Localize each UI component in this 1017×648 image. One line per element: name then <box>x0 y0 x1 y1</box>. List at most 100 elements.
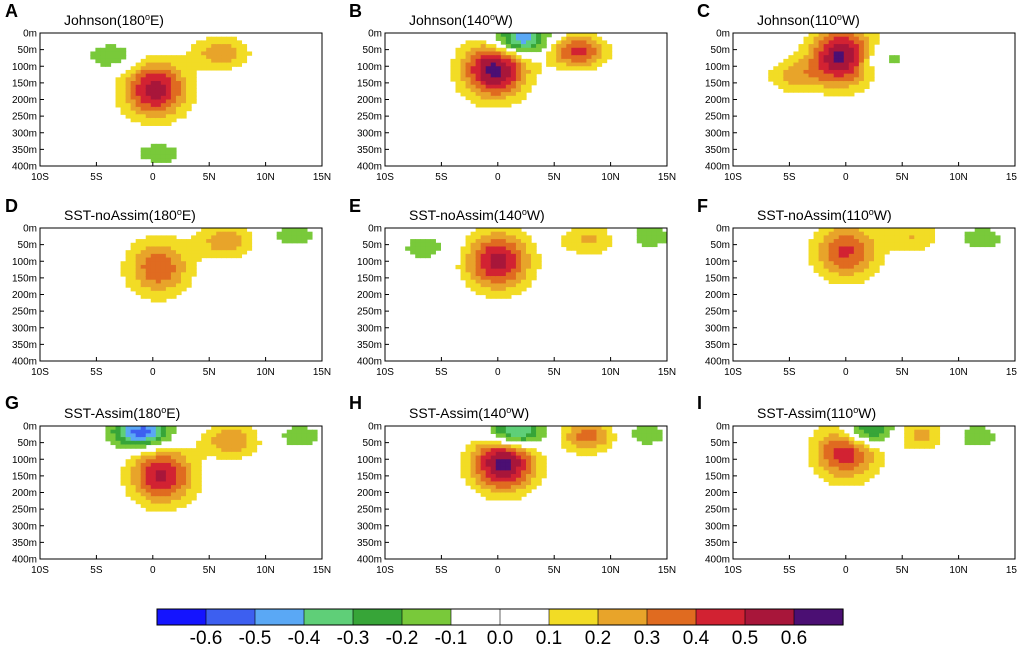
heatmap-cell <box>929 429 936 434</box>
heatmap-cell <box>485 474 492 479</box>
heatmap-cell <box>531 253 537 259</box>
heatmap-cell <box>480 440 487 446</box>
heatmap-cell <box>914 440 920 446</box>
heatmap-cell <box>150 290 157 296</box>
heatmap-cell <box>186 276 192 281</box>
heatmap-cell <box>475 279 482 285</box>
heatmap-cell <box>145 488 152 494</box>
heatmap-cell <box>586 58 593 64</box>
x-tick-label: 10N <box>601 172 619 183</box>
x-tick-label: 5N <box>896 565 909 576</box>
heatmap-cell <box>490 462 497 468</box>
heatmap-cell <box>505 242 512 248</box>
heatmap-cell <box>490 95 497 101</box>
heatmap-cell <box>160 242 167 248</box>
heatmap-cell <box>889 242 895 248</box>
heatmap-cell <box>899 235 905 240</box>
heatmap-cell <box>546 62 552 67</box>
heatmap-cell <box>838 253 845 259</box>
heatmap-cell <box>246 440 253 446</box>
heatmap-cell <box>100 62 107 67</box>
heatmap-cell <box>170 261 177 266</box>
heatmap-cell <box>241 242 248 248</box>
heatmap-cell <box>155 451 162 457</box>
heatmap-cell <box>788 84 795 90</box>
heatmap-cell <box>531 77 537 82</box>
panel-title-part: W) <box>495 12 513 28</box>
heatmap-cell <box>500 451 507 457</box>
heatmap-cell <box>818 62 825 67</box>
heatmap-cell <box>160 151 167 156</box>
panel-letter: C <box>697 1 710 21</box>
heatmap-cell <box>833 470 840 475</box>
heatmap-cell <box>480 231 487 236</box>
heatmap-cell <box>125 429 132 434</box>
heatmap-cell <box>186 481 192 486</box>
heatmap-cell <box>175 73 182 78</box>
heatmap-cell <box>301 437 308 442</box>
colorbar-swatch <box>744 608 795 626</box>
heatmap-cell <box>601 448 608 453</box>
heatmap-cell <box>843 88 850 93</box>
heatmap-cell <box>515 81 522 86</box>
heatmap-field <box>405 228 667 299</box>
heatmap-cell <box>150 474 157 479</box>
heatmap-cell <box>848 459 855 464</box>
y-tick-label: 350m <box>12 538 37 549</box>
heatmap-cell <box>813 36 820 41</box>
heatmap-cell <box>505 444 512 449</box>
heatmap-cell <box>874 462 880 468</box>
heatmap-cell <box>175 477 182 483</box>
heatmap-cell <box>216 242 222 248</box>
heatmap-cell <box>490 231 497 236</box>
heatmap-cell <box>661 239 667 244</box>
heatmap-cell <box>606 235 613 240</box>
heatmap-cell <box>974 429 981 434</box>
heatmap-cell <box>211 40 217 45</box>
heatmap-cell <box>924 426 930 431</box>
heatmap-cell <box>110 426 117 431</box>
y-tick-label: 300m <box>357 323 382 334</box>
heatmap-cell <box>596 426 603 431</box>
heatmap-cell <box>520 95 527 101</box>
heatmap-cell <box>155 272 162 277</box>
heatmap-cell <box>868 459 875 464</box>
heatmap-cell <box>601 51 608 56</box>
heatmap-cell <box>828 261 835 266</box>
heatmap-cell <box>145 287 152 292</box>
heatmap-cell <box>863 84 870 90</box>
heatmap-cell <box>236 231 243 236</box>
heatmap-cell <box>191 92 197 97</box>
heatmap-cell <box>150 283 157 288</box>
heatmap-cell <box>150 287 157 292</box>
heatmap-cell <box>500 287 507 292</box>
heatmap-cell <box>155 99 162 104</box>
heatmap-cell <box>641 433 648 438</box>
y-tick-label: 0m <box>716 422 730 433</box>
heatmap-cell <box>246 444 253 449</box>
heatmap-cell <box>160 66 167 71</box>
panel-title-part: Johnson(110 <box>757 12 837 28</box>
heatmap-cell <box>879 250 885 255</box>
heatmap-cell <box>165 66 172 71</box>
heatmap-cell <box>160 158 167 163</box>
heatmap-cell <box>211 440 217 446</box>
heatmap-cell <box>135 485 142 490</box>
heatmap-cell <box>165 481 172 486</box>
heatmap-cell <box>495 264 502 270</box>
heatmap-cell <box>778 62 784 67</box>
heatmap-cell <box>843 33 850 38</box>
heatmap-field <box>808 228 1001 285</box>
heatmap-cell <box>520 36 527 41</box>
heatmap-cell <box>145 272 152 277</box>
heatmap-cell <box>465 253 472 259</box>
heatmap-cell <box>581 228 588 233</box>
heatmap-cell <box>201 66 207 71</box>
heatmap-cell <box>221 242 227 248</box>
heatmap-cell <box>160 143 167 149</box>
heatmap-cell <box>155 298 162 303</box>
heatmap-cell <box>236 437 243 442</box>
heatmap-cell <box>196 455 202 460</box>
heatmap-cell <box>581 250 588 255</box>
heatmap-cell <box>485 69 492 75</box>
